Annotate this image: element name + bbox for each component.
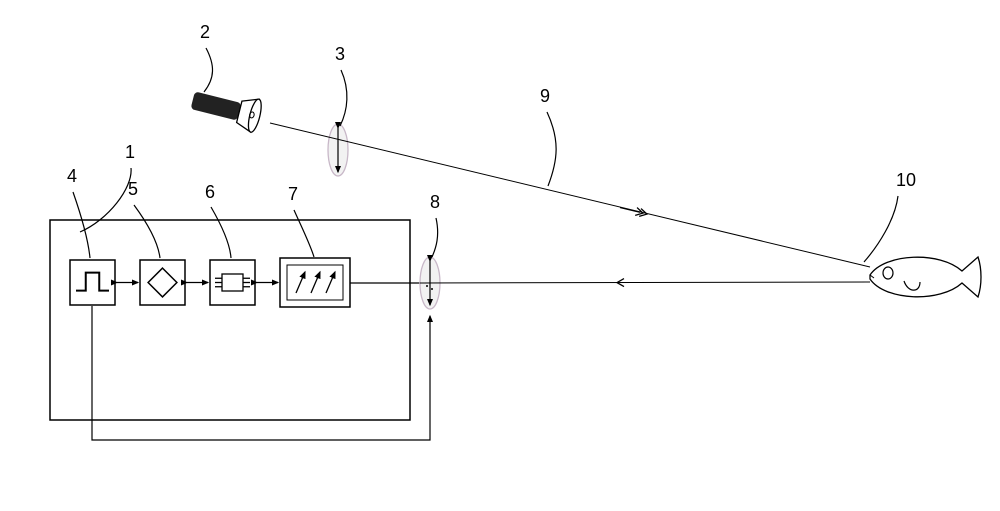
- label-3: 3: [335, 44, 345, 64]
- leader-2: [204, 48, 213, 92]
- label-6: 6: [205, 182, 215, 202]
- label-10: 10: [896, 170, 916, 190]
- beam-outgoing: [270, 123, 870, 267]
- leader-8: [432, 218, 438, 257]
- label-8: 8: [430, 192, 440, 212]
- leader-6: [211, 207, 231, 258]
- diagram-canvas: 1 2 3 4 5 6 7 8 9 10: [0, 0, 1000, 511]
- label-9: 9: [540, 86, 550, 106]
- leader-7: [294, 210, 314, 257]
- block-5: [140, 260, 185, 305]
- label-5: 5: [128, 179, 138, 199]
- beam-return: [420, 282, 870, 283]
- leader-5: [134, 205, 160, 258]
- beam-outgoing-arrow-icon: [620, 208, 640, 213]
- label-1: 1: [125, 142, 135, 162]
- leader-10: [864, 196, 898, 262]
- label-2: 2: [200, 22, 210, 42]
- leader-9: [547, 112, 556, 186]
- block-4: [70, 260, 115, 305]
- label-7: 7: [288, 184, 298, 204]
- fish-target: [870, 257, 981, 297]
- leader-4: [73, 192, 90, 258]
- label-4: 4: [67, 166, 77, 186]
- leader-1: [80, 168, 131, 232]
- flashlight: [189, 84, 264, 134]
- leader-3: [340, 70, 347, 126]
